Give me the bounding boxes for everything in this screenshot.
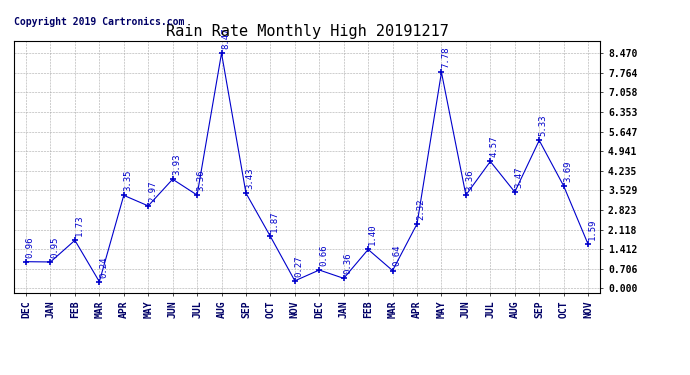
Text: 0.36: 0.36 xyxy=(344,253,353,274)
Text: 0.64: 0.64 xyxy=(392,245,402,266)
Text: 0.95: 0.95 xyxy=(50,236,59,258)
Text: 0.24: 0.24 xyxy=(99,256,108,278)
Text: 1.40: 1.40 xyxy=(368,224,377,245)
Text: 1.87: 1.87 xyxy=(270,211,279,232)
Title: Rain Rate Monthly High 20191217: Rain Rate Monthly High 20191217 xyxy=(166,24,448,39)
Text: 8.47: 8.47 xyxy=(221,27,230,49)
Text: 1.59: 1.59 xyxy=(588,219,597,240)
Text: 3.69: 3.69 xyxy=(563,160,572,182)
Text: 0.96: 0.96 xyxy=(26,236,34,258)
Text: 3.36: 3.36 xyxy=(466,170,475,191)
Text: 3.35: 3.35 xyxy=(124,170,132,191)
Text: 3.36: 3.36 xyxy=(197,170,206,191)
Text: 3.47: 3.47 xyxy=(515,166,524,188)
Text: 4.57: 4.57 xyxy=(490,136,499,157)
Text: 3.93: 3.93 xyxy=(172,154,181,175)
Text: 3.43: 3.43 xyxy=(246,168,255,189)
Text: 5.33: 5.33 xyxy=(539,115,548,136)
Text: 2.97: 2.97 xyxy=(148,180,157,202)
Text: 7.78: 7.78 xyxy=(441,46,450,68)
Text: Rain Rate  (Inches/Hour): Rain Rate (Inches/Hour) xyxy=(451,26,580,34)
Text: Copyright 2019 Cartronics.com: Copyright 2019 Cartronics.com xyxy=(14,17,184,27)
Text: 0.27: 0.27 xyxy=(295,255,304,277)
Text: 1.73: 1.73 xyxy=(75,214,83,236)
Text: 0.66: 0.66 xyxy=(319,244,328,266)
Text: 2.32: 2.32 xyxy=(417,198,426,220)
